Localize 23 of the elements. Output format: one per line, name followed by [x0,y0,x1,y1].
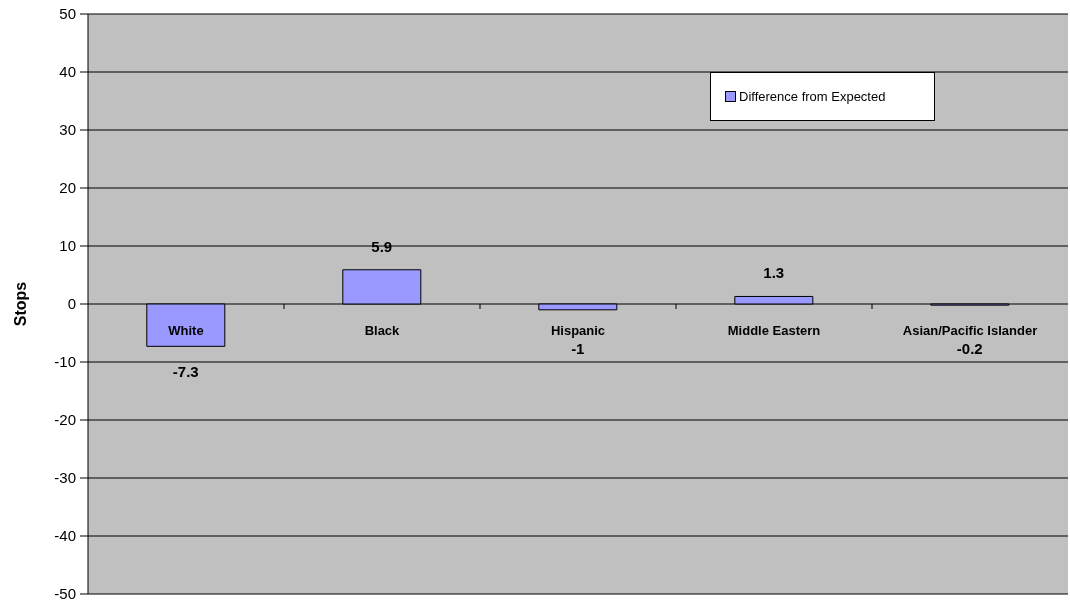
data-label: -0.2 [956,340,983,357]
y-axis-title: Stops [11,281,29,327]
y-tick-label: 20 [59,179,76,197]
y-tick-label: -20 [54,411,76,429]
x-tick-label: Hispanic [550,323,606,338]
x-tick-label: Black [364,323,401,338]
y-tick-label: 0 [67,295,76,313]
y-tick-label: -10 [54,353,76,371]
data-label: -7.3 [172,363,199,381]
legend-label: Difference from Expected [739,89,886,104]
data-label: 5.9 [371,237,393,255]
x-tick-label: Asian/Pacific Islander [902,323,1038,338]
x-tick-label: White [168,323,204,338]
y-tick-label: 50 [59,5,76,23]
y-tick-label: 40 [59,63,76,81]
x-tick-label: Middle Eastern [727,323,821,338]
y-tick-label: -40 [54,527,76,545]
data-label: 1.3 [763,264,785,282]
y-tick-label: 30 [59,121,76,139]
y-tick-label: 10 [59,237,76,255]
y-tick-label: -50 [54,585,76,603]
y-tick-label: -30 [54,469,76,487]
data-label: -1 [571,340,585,357]
